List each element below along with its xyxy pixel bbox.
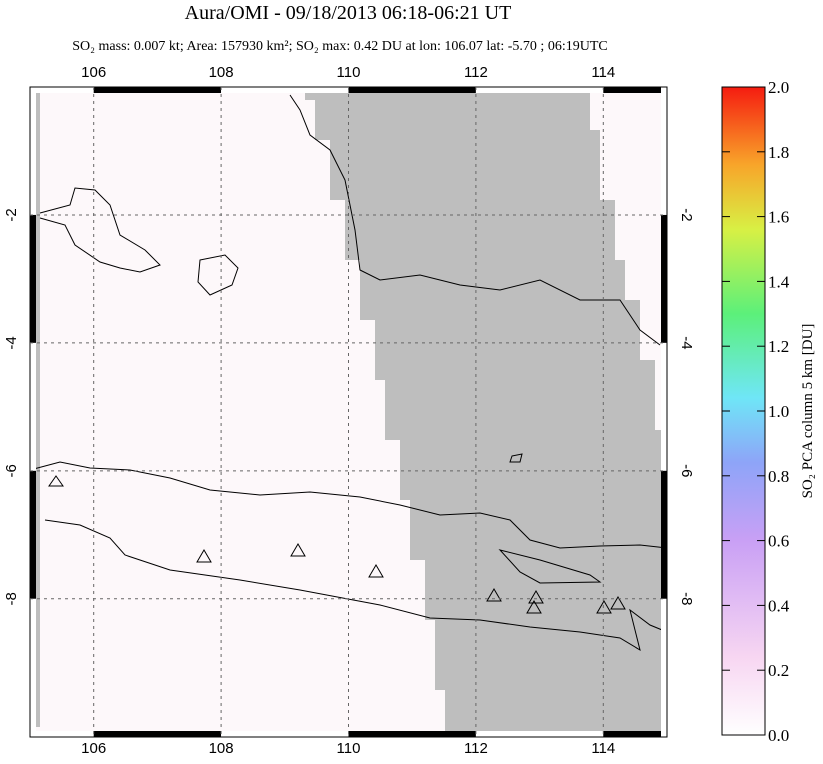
colorbar-tick-label: 1.0 xyxy=(768,402,789,421)
x-tick-label: 114 xyxy=(591,64,615,81)
colorbar-tick-label: 1.8 xyxy=(768,143,789,162)
colorbar-tick-label: 1.6 xyxy=(768,208,789,227)
x-tick-label: 110 xyxy=(337,64,361,81)
colorbar-tick-label: 0.4 xyxy=(768,596,790,615)
x-tick-label: 114 xyxy=(591,740,615,757)
x-tick-label: 106 xyxy=(81,740,106,757)
x-tick-label: 106 xyxy=(81,64,106,81)
frame-segment xyxy=(30,87,36,215)
frame-segment xyxy=(348,87,476,93)
frame-segment xyxy=(30,87,94,93)
frame-segment xyxy=(93,87,222,93)
frame-segment xyxy=(348,731,476,737)
colorbar-label: SO₂ PCA column 5 km [DU] xyxy=(800,324,816,499)
frame-segment xyxy=(603,87,667,93)
frame-segment xyxy=(603,731,667,737)
colorbar-tick-label: 0.8 xyxy=(768,467,789,486)
frame-segment xyxy=(30,470,36,599)
y-tick-label: -4 xyxy=(678,336,695,349)
volcano-markers xyxy=(48,475,626,614)
frame-segment xyxy=(221,87,349,93)
frame-segment xyxy=(221,731,349,737)
colorbar-tick-label: 1.4 xyxy=(768,272,790,291)
frame-segment xyxy=(661,598,667,737)
colorbar-tick-label: 0.0 xyxy=(768,726,789,745)
frame-segment xyxy=(475,87,604,93)
frame-segment xyxy=(661,87,667,215)
title: Aura/OMI - 09/18/2013 06:18-06:21 UT xyxy=(185,2,512,24)
y-tick-label: -2 xyxy=(3,208,20,221)
y-tick-label: -2 xyxy=(678,208,695,221)
colorbar-tick-label: 0.2 xyxy=(768,661,789,680)
subtitle: SO₂ mass: 0.007 kt; Area: 157930 km²; SO… xyxy=(72,39,607,54)
frame-segment xyxy=(30,598,36,737)
y-tick-label: -8 xyxy=(678,592,695,605)
y-tick-label: -4 xyxy=(3,336,20,349)
no-data-region xyxy=(305,87,667,737)
y-tick-label: -6 xyxy=(678,464,695,477)
frame-segment xyxy=(30,731,94,737)
colorbar-tick-label: 0.6 xyxy=(768,532,789,551)
coastlines xyxy=(29,94,668,652)
x-tick-label: 108 xyxy=(209,64,234,81)
frame-segment xyxy=(93,731,222,737)
frame-segment xyxy=(661,342,667,471)
x-tick-label: 112 xyxy=(464,64,488,81)
x-tick-label: 112 xyxy=(464,740,488,757)
frame-segment xyxy=(661,214,667,343)
x-tick-label: 110 xyxy=(337,740,361,757)
frame-segment xyxy=(30,342,36,471)
x-tick-label: 108 xyxy=(209,740,234,757)
frame-segment xyxy=(475,731,604,737)
y-tick-label: -8 xyxy=(3,592,20,605)
frame-segment xyxy=(30,214,36,343)
colorbar-tick-label: 1.2 xyxy=(768,337,789,356)
y-tick-label: -6 xyxy=(3,464,20,477)
colorbar-tick-label: 2.0 xyxy=(768,78,789,97)
frame-segment xyxy=(661,470,667,599)
